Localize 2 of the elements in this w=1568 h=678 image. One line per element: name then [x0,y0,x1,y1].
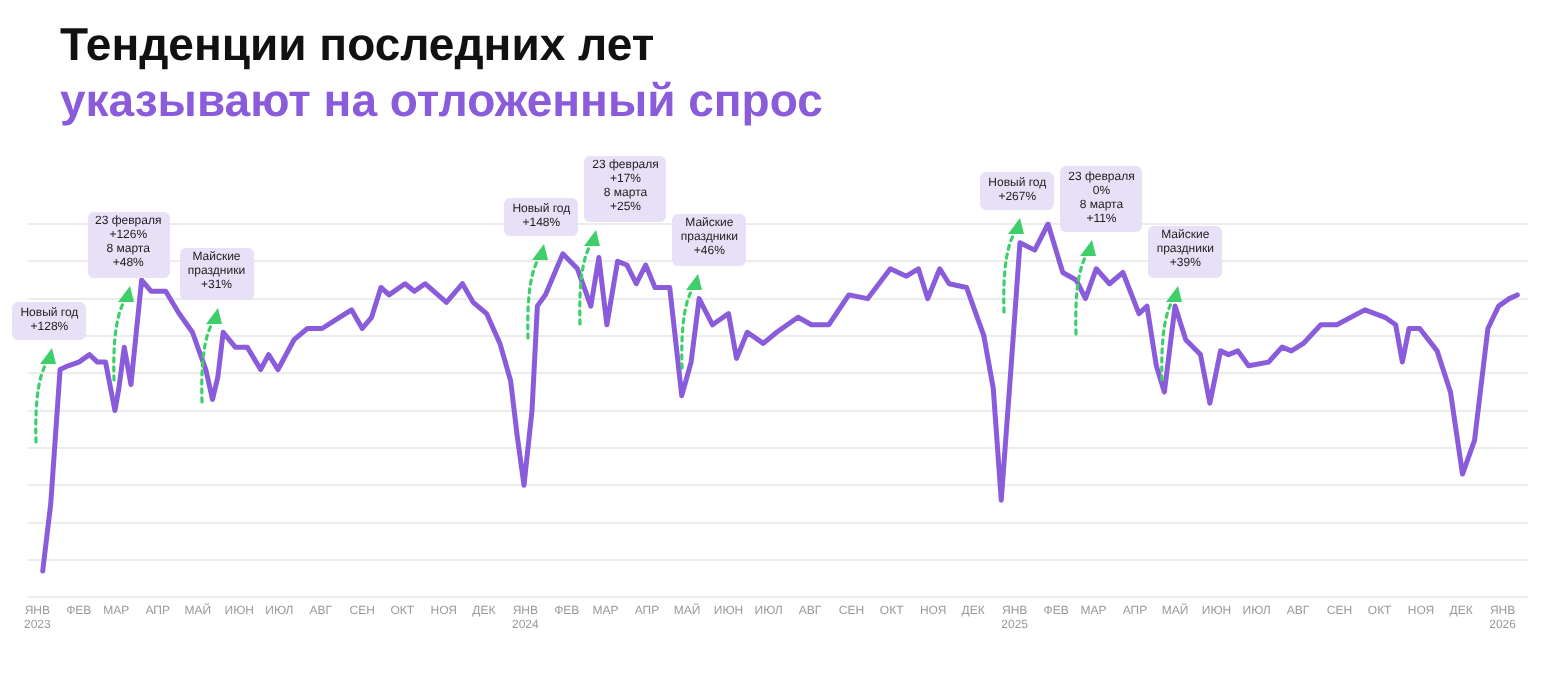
chart-title: Тенденции последних лет [60,16,657,72]
chart-subtitle: указывают на отложенный спрос [60,72,825,128]
